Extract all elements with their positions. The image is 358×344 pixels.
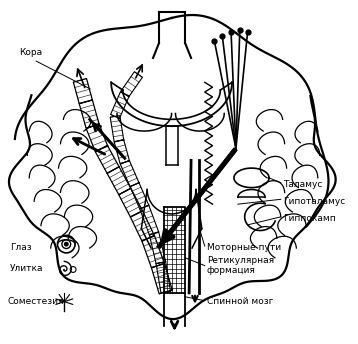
Text: Таламус: Таламус — [283, 180, 322, 189]
Text: Ретикулярная
формация: Ретикулярная формация — [207, 256, 274, 275]
Text: Гиппокамп: Гиппокамп — [283, 214, 335, 223]
Text: Моторные пути: Моторные пути — [207, 243, 281, 251]
Text: Гипоталамус: Гипоталамус — [283, 197, 345, 206]
Text: Соместезия: Соместезия — [8, 297, 64, 306]
Text: Кора: Кора — [19, 48, 90, 89]
Text: Глаз: Глаз — [10, 243, 32, 251]
Text: Спинной мозг: Спинной мозг — [207, 297, 273, 306]
Circle shape — [64, 243, 68, 246]
Text: Улитка: Улитка — [10, 264, 43, 273]
